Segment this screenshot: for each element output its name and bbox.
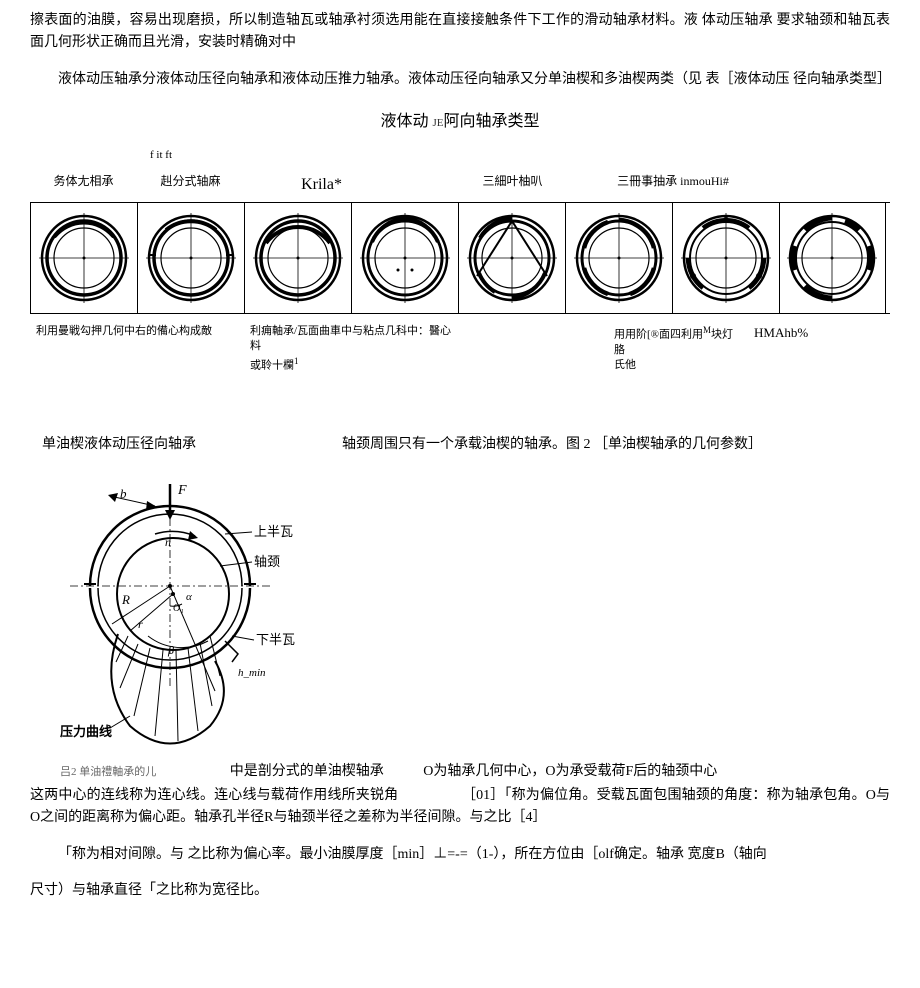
bearing-cell-3 bbox=[244, 203, 351, 313]
bearing-desc-3b: 或聆十欄 bbox=[250, 359, 294, 371]
label-alpha: α bbox=[186, 591, 192, 603]
bearing-desc-3: 利痈軸承/瓦面曲車中与粘点几科中：醫心料 或聆十欄1 bbox=[244, 324, 458, 374]
bearing-desc-5: 用用阶[®面四利用M块灯胳 氏他 bbox=[608, 324, 748, 374]
label-hmin: h_min bbox=[238, 667, 266, 679]
bearing-desc-6: 氏他 bbox=[614, 359, 636, 371]
bearing-icon bbox=[144, 208, 239, 308]
paragraph-4: 「称为相对间隙。与 之比称为偏心率。最小油膜厚度［min］⊥=-=（1-），所在… bbox=[30, 844, 890, 866]
bearing-header-6: 三冊事抽承 inmouHi# bbox=[566, 172, 780, 198]
paragraph-2: 液体动压轴承分液体动压径向轴承和液体动压推力轴承。液体动压径向轴承又分单油楔和多… bbox=[30, 69, 890, 91]
figure-2-svg: F b 上半瓦 轴颈 下半瓦 n R r α β O₁ h_min 压力曲线 bbox=[60, 476, 310, 756]
table-title-prefix: 液体动 bbox=[380, 113, 432, 130]
bearing-header-4 bbox=[399, 172, 459, 198]
bearing-cell-4 bbox=[351, 203, 458, 313]
section-text-1: 轴颈周围只有一个承载油楔的轴承。图 2 ［单油楔轴承的几何参数］ bbox=[342, 434, 762, 456]
label-b: b bbox=[120, 486, 127, 501]
label-beta: β bbox=[167, 643, 174, 657]
section-label-1: 单油楔液体动压径向轴承 bbox=[42, 434, 342, 456]
bearing-header-2: 赳分式轴麻 bbox=[137, 172, 244, 198]
label-F: F bbox=[177, 483, 187, 498]
figure-2-caption-row: 吕2 单油禮軸承的儿 中是剖分式的单油楔轴承 O为轴承几何中心，O为承受载荷F后… bbox=[30, 761, 890, 783]
bearing-icon bbox=[785, 208, 880, 308]
bearing-cell-8 bbox=[779, 203, 886, 313]
table-title-suffix: 阿向轴承类型 bbox=[444, 113, 540, 130]
bearing-header-1: 务体尢相承 bbox=[30, 172, 137, 198]
paragraph-3: 这两中心的连线称为连心线。连心线与载荷作用线所夹锐角 ［01］「称为偏位角。受载… bbox=[30, 785, 890, 830]
bearing-desc-4 bbox=[458, 324, 608, 374]
label-journal: 轴颈 bbox=[254, 554, 280, 569]
paragraph-5: 尺寸）与轴承直径「之比称为宽径比。 bbox=[30, 880, 890, 902]
label-pressure: 压力曲线 bbox=[60, 724, 112, 739]
p3-mid: 中是剖分式的单油楔轴承 bbox=[230, 764, 384, 779]
bearing-header-5: 三細叶柚叭 bbox=[459, 172, 566, 198]
label-lower: 下半瓦 bbox=[256, 632, 295, 647]
figure-2: F b 上半瓦 轴颈 下半瓦 n R r α β O₁ h_min 压力曲线 bbox=[60, 476, 310, 764]
figure-2-caption: 吕2 单油禮軸承的儿 bbox=[60, 764, 156, 782]
label-n: n bbox=[165, 535, 171, 549]
label-o1: O₁ bbox=[173, 603, 184, 614]
bearing-icon bbox=[37, 208, 132, 308]
label-upper: 上半瓦 bbox=[254, 524, 293, 539]
bearing-image-row bbox=[30, 202, 890, 314]
bearing-icon bbox=[358, 208, 453, 308]
p3-mid2: O为轴承几何中心，O为承受载荷F后的轴颈中心 bbox=[423, 764, 717, 779]
bearing-desc-5m: M bbox=[703, 325, 711, 335]
bearing-cell-2 bbox=[137, 203, 244, 313]
paragraph-3a: 这两中心的连线称为连心线。连心线与载荷作用线所夹锐角 bbox=[30, 788, 398, 803]
bearing-desc-7: HMAhb% bbox=[748, 324, 868, 374]
bearing-desc-row: 利用曼戦勾押几何中右的備心构成敵 利痈軸承/瓦面曲車中与粘点几科中：醫心料 或聆… bbox=[30, 324, 890, 374]
bearing-cell-7 bbox=[672, 203, 779, 313]
bearing-types-table: f it ft 务体尢相承 赳分式轴麻 Krila* 三細叶柚叭 三冊事抽承 i… bbox=[30, 147, 890, 374]
bearing-icon bbox=[679, 208, 774, 308]
bearing-desc-5a: 用用阶[®面四利用 bbox=[614, 329, 703, 341]
paragraph-1: 擦表面的油膜，容易出现磨损，所以制造轴瓦或轴承衬须选用能在直接接触条件下工作的滑… bbox=[30, 10, 890, 55]
bearing-cell-6 bbox=[565, 203, 672, 313]
bearing-icon bbox=[251, 208, 346, 308]
table-title-sub: JE bbox=[433, 117, 444, 129]
label-R: R bbox=[121, 592, 130, 607]
bearing-desc-1: 利用曼戦勾押几何中右的備心构成敵 bbox=[30, 324, 244, 374]
bearing-header-row: 务体尢相承 赳分式轴麻 Krila* 三細叶柚叭 三冊事抽承 inmouHi# bbox=[30, 172, 890, 198]
label-r: r bbox=[138, 617, 143, 631]
bearing-desc-3a: 利痈軸承/瓦面曲車中与粘点几科中：醫心料 bbox=[250, 325, 451, 352]
section-row: 单油楔液体动压径向轴承 轴颈周围只有一个承载油楔的轴承。图 2 ［单油楔轴承的几… bbox=[30, 434, 890, 456]
fitft-label: f it ft bbox=[150, 147, 890, 165]
table-title: 液体动 JE阿向轴承类型 bbox=[30, 109, 890, 135]
bearing-cell-1 bbox=[30, 203, 137, 313]
bearing-icon bbox=[465, 208, 560, 308]
bearing-header-3: Krila* bbox=[244, 172, 399, 198]
bearing-cell-5 bbox=[458, 203, 565, 313]
bearing-icon bbox=[572, 208, 667, 308]
